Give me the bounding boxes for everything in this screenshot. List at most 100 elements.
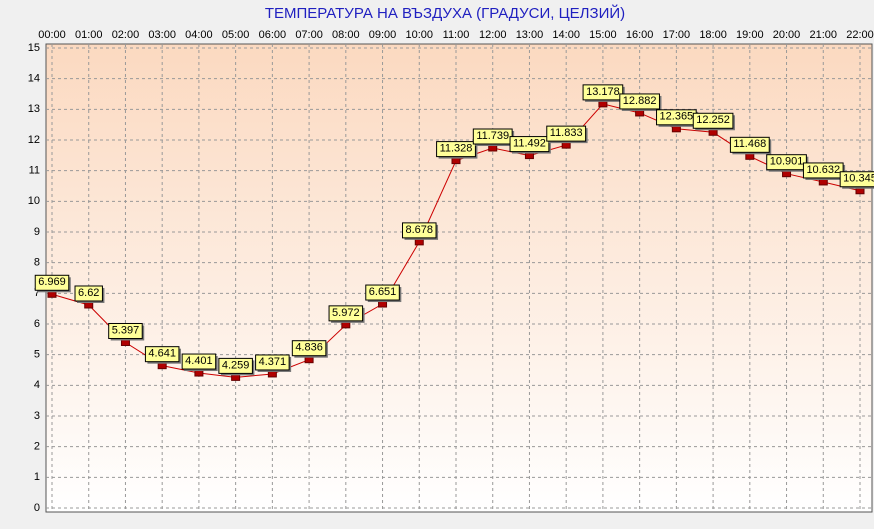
y-tick-label: 12 <box>28 134 40 146</box>
label-box <box>108 322 143 339</box>
label-box <box>34 274 70 291</box>
x-tick-label: 09:00 <box>369 29 397 41</box>
data-label: 11.328 <box>436 141 478 159</box>
data-label-text: 4.641 <box>148 348 176 360</box>
data-label: 11.468 <box>729 136 772 155</box>
data-label-text: 11.833 <box>550 127 583 139</box>
data-label-text: 13.178 <box>586 86 620 98</box>
data-label-text: 11.328 <box>440 143 473 155</box>
data-label-text: 12.365 <box>660 111 694 123</box>
x-tick-label: 18:00 <box>699 29 727 41</box>
y-tick-label: 6 <box>34 318 40 330</box>
x-tick-label: 13:00 <box>516 29 544 41</box>
y-tick-label: 15 <box>28 42 40 54</box>
data-label: 10.632 <box>802 162 846 180</box>
x-tick-label: 11:00 <box>443 29 470 41</box>
y-tick-label: 7 <box>34 287 40 299</box>
x-tick-label: 19:00 <box>736 29 764 41</box>
x-tick-label: 03:00 <box>148 29 176 41</box>
label-box <box>402 222 437 239</box>
x-tick-label: 04:00 <box>185 29 213 41</box>
data-label-text: 11.492 <box>513 137 546 149</box>
data-label-text: 10.901 <box>770 156 804 168</box>
x-tick-label: 22:00 <box>846 29 874 41</box>
y-tick-label: 14 <box>28 73 40 85</box>
y-tick-label: 3 <box>34 410 40 422</box>
y-tick-label: 1 <box>34 471 40 483</box>
data-label: 11.833 <box>546 125 588 144</box>
x-tick-label: 05:00 <box>222 29 250 41</box>
x-tick-label: 15:00 <box>589 29 617 41</box>
data-label: 6.62 <box>74 285 105 303</box>
y-tick-label: 11 <box>29 165 40 177</box>
x-tick-label: 00:00 <box>38 29 66 41</box>
label-box <box>766 154 807 171</box>
x-tick-label: 01:00 <box>75 29 103 41</box>
data-label-text: 4.371 <box>259 356 287 368</box>
data-label: 4.836 <box>291 340 328 358</box>
label-box <box>255 354 290 371</box>
y-tick-label: 5 <box>34 349 40 361</box>
x-tick-label: 06:00 <box>259 29 287 41</box>
data-label-text: 5.972 <box>332 307 360 319</box>
data-label: 4.371 <box>255 354 292 372</box>
data-label-text: 10.632 <box>806 164 840 176</box>
data-label: 5.397 <box>108 322 145 341</box>
y-tick-label: 2 <box>34 441 40 453</box>
data-label: 12.882 <box>619 93 662 111</box>
data-label-text: 4.836 <box>295 342 323 354</box>
data-label-text: 11.468 <box>733 138 766 150</box>
label-box <box>619 93 660 110</box>
data-label-text: 12.252 <box>696 114 730 126</box>
x-tick-label: 08:00 <box>332 29 360 41</box>
data-label-text: 5.397 <box>112 324 140 336</box>
y-tick-label: 0 <box>34 502 40 514</box>
chart-title: ТЕМПЕРАТУРА НА ВЪЗДУХА (ГРАДУСИ, ЦЕЛЗИЙ) <box>265 4 625 22</box>
label-box <box>546 125 587 142</box>
data-label: 4.401 <box>181 353 218 372</box>
data-label: 12.365 <box>656 109 699 127</box>
y-tick-label: 9 <box>34 226 40 238</box>
data-label: 10.901 <box>766 154 809 172</box>
label-box <box>74 285 103 302</box>
label-box <box>365 284 400 301</box>
data-label-text: 11.739 <box>476 130 509 142</box>
x-tick-label: 12:00 <box>479 29 507 41</box>
data-label: 13.178 <box>582 84 625 102</box>
x-tick-label: 21:00 <box>810 29 838 41</box>
data-label: 4.259 <box>218 357 255 376</box>
data-label-text: 8.678 <box>406 224 434 236</box>
label-box <box>328 305 364 322</box>
data-label: 5.972 <box>328 305 365 323</box>
x-tick-label: 02:00 <box>112 29 140 41</box>
y-tick-label: 4 <box>34 379 40 391</box>
data-label-text: 6.969 <box>38 276 66 288</box>
x-tick-label: 20:00 <box>773 29 801 41</box>
data-label: 11.492 <box>509 136 551 154</box>
label-box <box>509 136 550 153</box>
label-box <box>802 162 844 179</box>
label-box <box>181 353 217 370</box>
data-label-text: 6.651 <box>369 286 397 298</box>
label-box <box>582 84 624 101</box>
label-box <box>729 136 770 153</box>
data-label: 6.969 <box>34 274 71 293</box>
data-label-text: 4.401 <box>185 355 213 367</box>
x-tick-label: 07:00 <box>295 29 323 41</box>
data-label: 6.651 <box>365 284 402 303</box>
label-box <box>436 141 476 158</box>
x-tick-label: 14:00 <box>552 29 580 41</box>
y-tick-label: 8 <box>34 257 40 269</box>
data-label: 11.739 <box>472 128 515 147</box>
plot-area <box>45 43 873 513</box>
y-tick-label: 10 <box>28 195 40 207</box>
data-label: 12.252 <box>692 112 735 131</box>
data-label-text: 6.62 <box>78 287 99 299</box>
label-box <box>291 340 327 357</box>
data-label: 10.345 <box>839 171 874 189</box>
label-box <box>218 357 253 374</box>
data-label-text: 12.882 <box>623 95 657 107</box>
label-box <box>692 112 734 129</box>
x-tick-label: 17:00 <box>663 29 691 41</box>
